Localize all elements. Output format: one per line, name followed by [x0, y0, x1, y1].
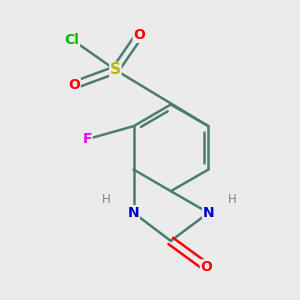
Text: O: O — [133, 28, 145, 42]
Text: S: S — [110, 62, 121, 77]
Text: H: H — [228, 193, 237, 206]
Text: N: N — [202, 206, 214, 220]
Text: H: H — [102, 193, 111, 206]
Text: N: N — [128, 206, 140, 220]
Text: O: O — [200, 260, 212, 274]
Text: Cl: Cl — [64, 33, 80, 46]
Text: O: O — [68, 78, 80, 92]
Text: F: F — [82, 132, 92, 146]
